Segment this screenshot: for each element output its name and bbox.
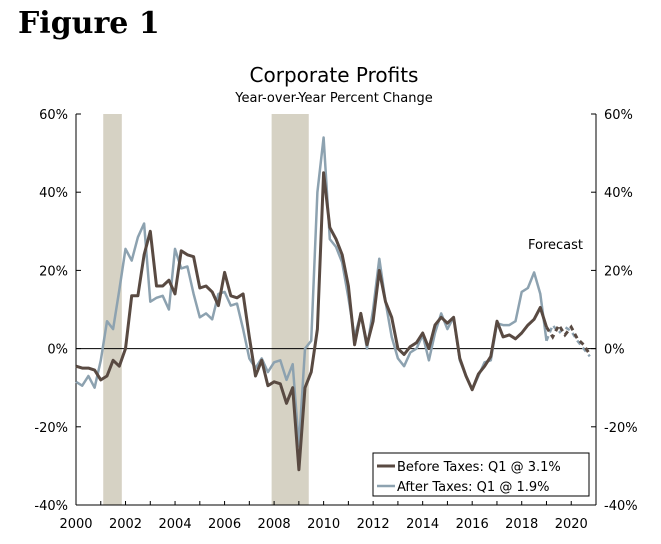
y-tick-label-right: 20% bbox=[604, 264, 633, 279]
x-tick-label: 2020 bbox=[555, 517, 588, 532]
legend: Before Taxes: Q1 @ 3.1% After Taxes: Q1 @… bbox=[372, 452, 590, 497]
y-tick-label-left: 40% bbox=[39, 186, 68, 201]
forecast-annotation: Forecast bbox=[528, 238, 583, 253]
x-tick-label: 2012 bbox=[357, 517, 390, 532]
x-tick-label: 2006 bbox=[208, 517, 241, 532]
y-tick-label-left: -20% bbox=[34, 421, 68, 436]
y-tick-label-left: 0% bbox=[47, 343, 68, 358]
y-tick-label-right: 60% bbox=[604, 108, 633, 123]
y-tick-label-right: 0% bbox=[604, 343, 625, 358]
y-tick-label-left: 60% bbox=[39, 108, 68, 123]
legend-label-before-taxes: Before Taxes: Q1 @ 3.1% bbox=[397, 460, 561, 475]
figure-label: Figure 1 bbox=[18, 6, 160, 41]
after-taxes-line bbox=[75, 136, 548, 448]
legend-box bbox=[372, 452, 590, 497]
recession-band-2 bbox=[271, 114, 309, 505]
chart-title: Corporate Profits bbox=[250, 63, 419, 87]
before-taxes-forecast-line bbox=[545, 322, 592, 356]
recession-band-1 bbox=[103, 114, 122, 505]
x-tick-label: 2018 bbox=[505, 517, 538, 532]
y-tick-label-left: -40% bbox=[34, 499, 68, 514]
y-tick-label-left: 20% bbox=[39, 264, 68, 279]
chart-subtitle: Year-over-Year Percent Change bbox=[234, 91, 432, 106]
x-tick-label: 2010 bbox=[307, 517, 340, 532]
series-lines bbox=[75, 136, 592, 472]
x-tick-label: 2008 bbox=[258, 517, 291, 532]
recession-bands bbox=[103, 114, 309, 505]
x-tick-label: 2004 bbox=[159, 517, 192, 532]
x-tick-label: 2016 bbox=[456, 517, 489, 532]
y-tick-label-right: -40% bbox=[604, 499, 638, 514]
before-taxes-line bbox=[75, 171, 548, 472]
x-tick-label: 2014 bbox=[406, 517, 439, 532]
axes: 60% 60% 40% 40% 20% 20% 0% 0% -20% -20% -40% -40% 20… bbox=[34, 108, 637, 532]
y-tick-label-right: -20% bbox=[604, 421, 638, 436]
y-tick-label-right: 40% bbox=[604, 186, 633, 201]
legend-label-after-taxes: After Taxes: Q1 @ 1.9% bbox=[397, 480, 549, 495]
x-tick-label: 2002 bbox=[109, 517, 142, 532]
after-taxes-forecast-line bbox=[545, 322, 591, 358]
x-tick-label: 2000 bbox=[59, 517, 92, 532]
